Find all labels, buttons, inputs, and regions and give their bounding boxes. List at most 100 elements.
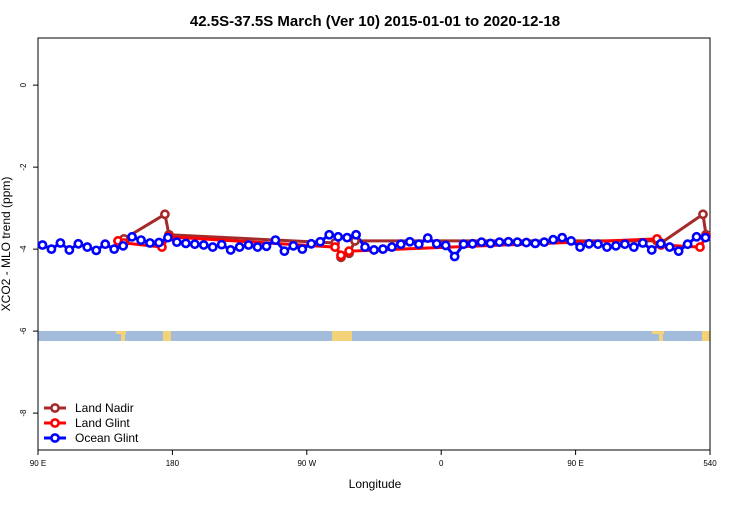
data-point [566,236,577,246]
data-point [297,244,308,255]
data-point [413,239,424,250]
data-point [695,242,705,252]
data-point [288,240,299,251]
surface-band [38,331,710,341]
ocean-band [38,331,710,341]
data-point [530,238,541,249]
data-point [234,242,245,252]
data-point [485,238,496,249]
legend-marker [50,418,60,428]
data-point [700,232,711,243]
data-point [109,244,120,255]
y-axis-label: XCO2 - MLO trend (ppm) [0,177,13,312]
data-point [664,242,675,252]
data-point [351,229,361,240]
data-point [207,242,218,252]
data-point [503,236,514,247]
data-point [252,242,263,252]
data-point [306,238,317,249]
data-point [512,237,523,248]
land-patch [702,331,710,341]
data-point [37,240,48,250]
data-point [261,241,272,252]
data-point [180,238,191,249]
data-point [628,242,639,252]
data-point [189,239,200,250]
data-point [646,245,657,255]
data-point [225,245,236,255]
data-point [270,235,281,246]
data-point [698,209,708,220]
data-point [584,238,594,249]
data-point [127,231,137,242]
data-point [673,246,684,257]
data-point [360,242,370,252]
y-tick-label: -6 [19,327,28,335]
x-axis-label: Longitude [349,477,402,491]
x-tick-label: 180 [166,459,180,468]
data-point [118,240,129,251]
legend-label: Land Nadir [75,401,134,415]
x-tick-label: 0 [439,459,444,468]
land-patch [332,331,352,341]
data-point [336,250,346,261]
y-tick-label: 0 [19,82,28,87]
data-point [395,239,406,250]
data-point [494,237,505,248]
data-point [91,245,102,256]
data-point [404,236,415,247]
y-tick-label: -4 [19,245,28,253]
data-point [333,231,344,242]
data-point [82,242,93,252]
land-patch [652,331,664,334]
data-point [619,239,630,250]
data-point [163,232,173,243]
data-point [344,246,354,257]
data-point [548,234,559,245]
legend-label: Land Glint [75,416,130,430]
y-tick-label: -8 [19,409,28,417]
land-patch [659,334,663,341]
data-point [198,240,209,250]
data-point [342,232,353,243]
x-tick-label: 90 E [30,459,46,468]
legend-marker [50,403,60,413]
data-point [521,237,532,248]
data-point [539,237,550,248]
data-point [216,239,227,250]
data-point [46,244,57,255]
data-point [476,237,487,248]
data-point [467,238,478,249]
data-point [593,239,603,250]
y-tick-label: -2 [19,163,28,171]
data-point [575,242,585,252]
data-point [422,233,433,243]
data-point [387,242,397,252]
data-point [637,238,648,248]
data-point [611,240,621,251]
x-tick-label: 90 E [567,459,583,468]
data-point [145,238,155,248]
data-point [73,238,84,249]
data-point [160,209,170,220]
data-point [154,237,164,248]
data-point [55,238,66,248]
data-point [431,238,442,249]
data-point [136,235,146,246]
land-patch [163,331,171,341]
data-point [557,232,568,243]
data-point [64,245,75,255]
land-patch [121,334,125,341]
data-point [682,239,693,250]
x-tick-label: 90 W [297,459,316,468]
data-point [315,236,326,247]
x-tick-label: 540 [703,459,717,468]
data-point [378,244,388,255]
data-point [458,239,469,250]
legend-label: Ocean Glint [75,431,139,445]
data-point [655,238,666,249]
legend-marker [50,433,60,443]
data-point [330,242,340,252]
